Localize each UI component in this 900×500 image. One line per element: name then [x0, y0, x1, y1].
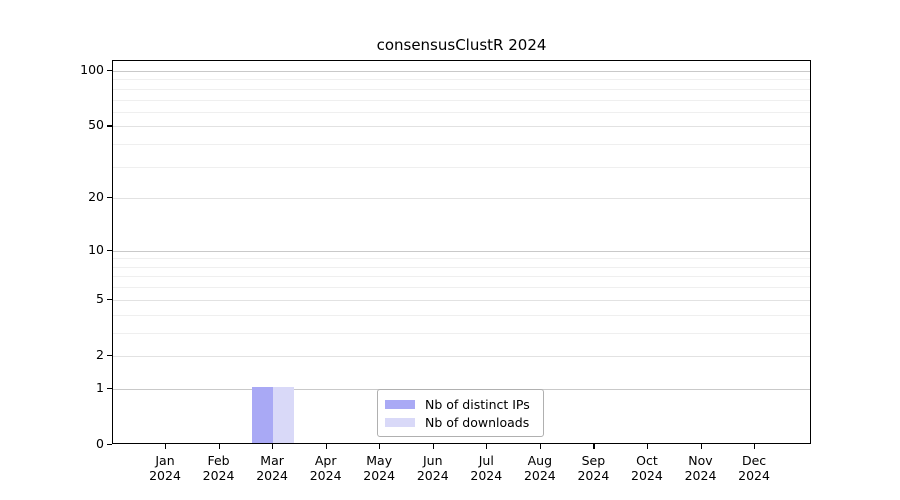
- y-tick-label-100: 100: [80, 62, 104, 77]
- x-tick-10: [646, 444, 649, 449]
- x-tick-11: [700, 444, 702, 449]
- gridline-minor-90: [113, 79, 810, 81]
- y-tick-label-1: 1: [96, 379, 104, 395]
- gridline-10: [113, 250, 810, 252]
- x-tick-2: [218, 444, 220, 449]
- gridline-minor-60: [113, 111, 810, 113]
- x-tick-label-3: Mar 2024: [256, 453, 288, 483]
- gridline-minor-7: [113, 276, 810, 278]
- y-tick-20: [107, 197, 112, 199]
- y-tick-label-5: 5: [96, 290, 104, 306]
- gridline-minor-30: [113, 166, 810, 168]
- gridline-major-2: [113, 355, 810, 357]
- bar-mar-2024-distinct-ips: [252, 386, 274, 443]
- bar-mar-2024-downloads: [273, 386, 295, 443]
- x-tick-12: [754, 444, 756, 449]
- x-tick-label-9: Sep 2024: [577, 453, 610, 483]
- x-tick-label-4: Apr 2024: [309, 453, 342, 483]
- distinct-ips-swatch: [385, 399, 415, 409]
- gridline-minor-4: [113, 314, 810, 316]
- y-tick-10: [107, 249, 112, 251]
- gridline-major-20: [113, 198, 810, 200]
- x-tick-label-11: Nov 2024: [684, 453, 717, 483]
- downloads-swatch: [385, 417, 415, 427]
- legend-label-1: Nb of distinct IPs: [425, 396, 530, 412]
- x-tick-6: [432, 444, 434, 449]
- legend-label-2: Nb of downloads: [425, 414, 530, 430]
- x-tick-label-7: Jul 2024: [470, 453, 503, 483]
- gridline-minor-6: [113, 287, 810, 289]
- x-tick-label-10: Oct 2024: [631, 453, 663, 483]
- y-tick-5: [107, 298, 112, 300]
- gridline-minor-9: [113, 258, 810, 260]
- x-tick-9: [593, 444, 595, 449]
- x-tick-3: [272, 444, 274, 449]
- y-tick-1: [107, 387, 112, 390]
- gridline-minor-8: [113, 266, 810, 268]
- gridline-100: [113, 71, 810, 72]
- y-tick-label-2: 2: [96, 346, 104, 362]
- x-tick-label-8: Aug 2024: [523, 453, 556, 483]
- legend-item-1: Nb of distinct IPs: [385, 395, 536, 413]
- legend: Nb of distinct IPs Nb of downloads: [377, 389, 544, 437]
- y-tick-label-50: 50: [88, 117, 104, 133]
- gridline-minor-80: [113, 88, 810, 90]
- x-tick-label-1: Jan 2024: [149, 453, 181, 483]
- y-tick-0: [107, 444, 112, 446]
- gridline-major-50: [113, 126, 810, 128]
- gridline-minor-70: [113, 99, 810, 101]
- x-tick-1: [165, 444, 167, 449]
- gridline-minor-40: [113, 144, 810, 146]
- y-tick-label-10: 10: [88, 241, 104, 257]
- plot-area: [112, 60, 811, 444]
- y-tick-100: [107, 70, 112, 72]
- y-tick-2: [107, 354, 112, 357]
- x-tick-label-6: Jun 2024: [416, 453, 449, 483]
- x-tick-5: [379, 444, 381, 449]
- y-tick-label-0: 0: [96, 436, 104, 451]
- gridline-major-5: [113, 299, 810, 301]
- gridline-minor-3: [113, 332, 810, 334]
- x-tick-label-12: Dec 2024: [738, 453, 770, 483]
- y-tick-label-20: 20: [88, 189, 104, 205]
- y-tick-50: [107, 125, 112, 127]
- x-tick-8: [539, 444, 542, 449]
- x-tick-label-5: May 2024: [363, 453, 396, 483]
- x-tick-label-2: Feb 2024: [202, 453, 235, 483]
- x-tick-4: [325, 444, 327, 449]
- x-tick-7: [486, 444, 488, 449]
- legend-item-2: Nb of downloads: [385, 413, 536, 431]
- chart-title: consensusClustR 2024: [376, 36, 547, 54]
